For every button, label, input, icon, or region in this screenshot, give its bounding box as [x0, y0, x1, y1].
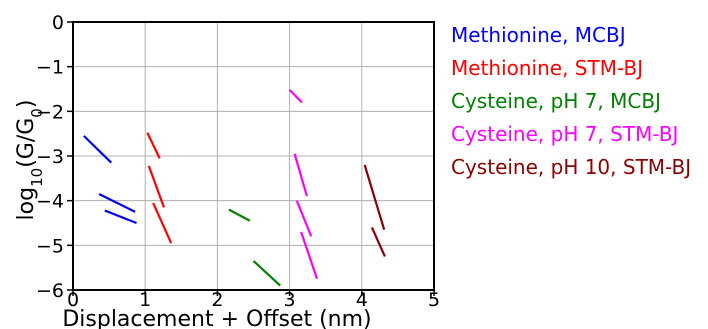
y-axis-title-subscript-10: 10 — [28, 168, 46, 187]
legend-entry: Cysteine, pH 10, STM-BJ — [451, 155, 691, 179]
data-line-segment — [252, 260, 281, 287]
y-axis-title: log10(G/G0) — [14, 100, 46, 221]
data-line-segment — [98, 192, 136, 213]
series-4 — [363, 164, 386, 257]
data-line-segment — [228, 208, 251, 222]
legend-entry: Cysteine, pH 7, MCBJ — [451, 89, 661, 113]
y-axis-title-close: ) — [14, 100, 39, 109]
data-line-segment — [288, 89, 303, 104]
data-line-segment — [300, 231, 319, 280]
series-0 — [83, 135, 137, 225]
data-line-segment — [295, 200, 313, 237]
grid — [72, 21, 435, 291]
data-line-segment — [83, 135, 113, 164]
data-line-segment — [146, 132, 161, 159]
x-tick-label: 5 — [428, 289, 440, 311]
series-layer — [83, 89, 386, 287]
y-tick-label: 0 — [52, 12, 64, 34]
y-tick-label: −1 — [36, 57, 64, 79]
x-tick-label: 1 — [139, 289, 151, 311]
legend: Methionine, MCBJ Methionine, STM-BJ Cystei… — [451, 23, 691, 179]
y-tick-label: −4 — [36, 191, 64, 213]
x-axis-title: Displacement + Offset (nm) — [62, 307, 371, 329]
y-tick-label: −6 — [36, 280, 64, 302]
data-line-segment — [293, 153, 308, 197]
series-1 — [146, 132, 173, 244]
data-line-segment — [370, 227, 386, 257]
legend-entry: Methionine, STM-BJ — [451, 56, 643, 80]
x-tick-label: 3 — [284, 289, 296, 311]
series-3 — [288, 89, 319, 280]
y-axis-title-subscript-0: 0 — [28, 108, 46, 118]
y-tick-label: −3 — [36, 146, 64, 168]
y-axis-title-open: (G/G — [14, 118, 39, 168]
series-2 — [228, 208, 281, 287]
x-tick-label: 0 — [67, 289, 79, 311]
x-tick-label: 2 — [211, 289, 223, 311]
data-line-segment — [147, 165, 166, 208]
y-tick-label: −5 — [36, 235, 64, 257]
data-line-segment — [363, 164, 386, 231]
legend-entry: Methionine, MCBJ — [451, 23, 626, 47]
y-tick-label: −2 — [36, 101, 64, 123]
legend-entry: Cysteine, pH 7, STM-BJ — [451, 122, 678, 146]
data-line-segment — [104, 209, 137, 225]
x-tick-label: 4 — [356, 289, 368, 311]
y-axis-title-log: log — [14, 187, 39, 221]
axis-ticks: 0 1 2 3 4 5 0 −1 −2 −3 −4 −5 −6 — [36, 12, 440, 311]
data-line-segment — [152, 202, 173, 244]
